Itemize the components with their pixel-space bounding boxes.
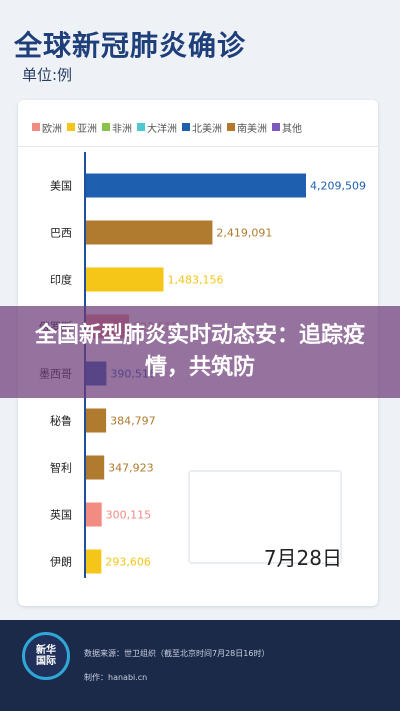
legend-divider [18,146,378,147]
bar [86,173,306,198]
bar [86,455,105,480]
value-label: 4,209,509 [310,180,366,193]
bar [86,502,102,527]
unit-label: 单位:例 [22,66,73,84]
bar [86,408,107,433]
category-label: 巴西 [50,227,72,240]
chart-legend: 欧洲 亚洲 非洲 大洋洲 北美洲 南美洲 其他 [32,120,302,135]
category-label: 伊朗 [50,556,72,569]
bar [86,267,164,292]
legend-swatch [272,123,280,131]
bar [86,220,213,245]
legend-item: 南美洲 [227,120,267,135]
legend-item: 其他 [272,120,302,135]
legend-label: 南美洲 [237,123,267,135]
value-label: 1,483,156 [168,274,224,287]
value-label: 384,797 [110,415,156,428]
bar [86,549,102,574]
value-label: 347,923 [108,462,154,475]
legend-label: 北美洲 [192,123,222,135]
legend-swatch [137,123,145,131]
legend-label: 大洋洲 [147,123,177,135]
category-label: 智利 [50,461,72,475]
legend-swatch [32,123,40,131]
legend-swatch [67,123,75,131]
legend-item: 亚洲 [67,120,97,135]
background-watermark [188,470,342,564]
category-label: 印度 [50,273,72,287]
legend-label: 亚洲 [77,123,97,135]
category-label: 秘鲁 [50,414,72,428]
category-label: 美国 [50,180,72,193]
value-label: 293,606 [105,556,151,569]
legend-swatch [102,123,110,131]
value-label: 300,115 [106,509,152,522]
producer-text: 制作：hanabi.cn [84,673,148,682]
headline-banner[interactable]: 全国新型肺炎实时动态安：追踪疫情，共筑防 [0,306,400,398]
legend-label: 其他 [282,123,302,135]
page-title: 全球新冠肺炎确诊 [14,29,247,62]
xinhua-logo: 新华国际 [22,632,70,680]
value-label: 2,419,091 [216,227,272,240]
logo-text: 新华国际 [36,645,56,667]
legend-label: 欧洲 [42,123,62,135]
legend-swatch [182,123,190,131]
legend-label: 非洲 [112,123,132,135]
category-label: 英国 [50,508,72,522]
headline-text[interactable]: 全国新型肺炎实时动态安：追踪疫情，共筑防 [34,323,365,380]
legend-swatch [227,123,235,131]
legend-item: 欧洲 [32,120,62,135]
legend-item: 北美洲 [182,120,222,135]
legend-item: 大洋洲 [137,120,177,135]
source-text: 数据来源：世卫组织（截至北京时间7月28日16时） [84,649,270,658]
legend-item: 非洲 [102,120,132,135]
date-label: 7月28日 [263,546,342,570]
